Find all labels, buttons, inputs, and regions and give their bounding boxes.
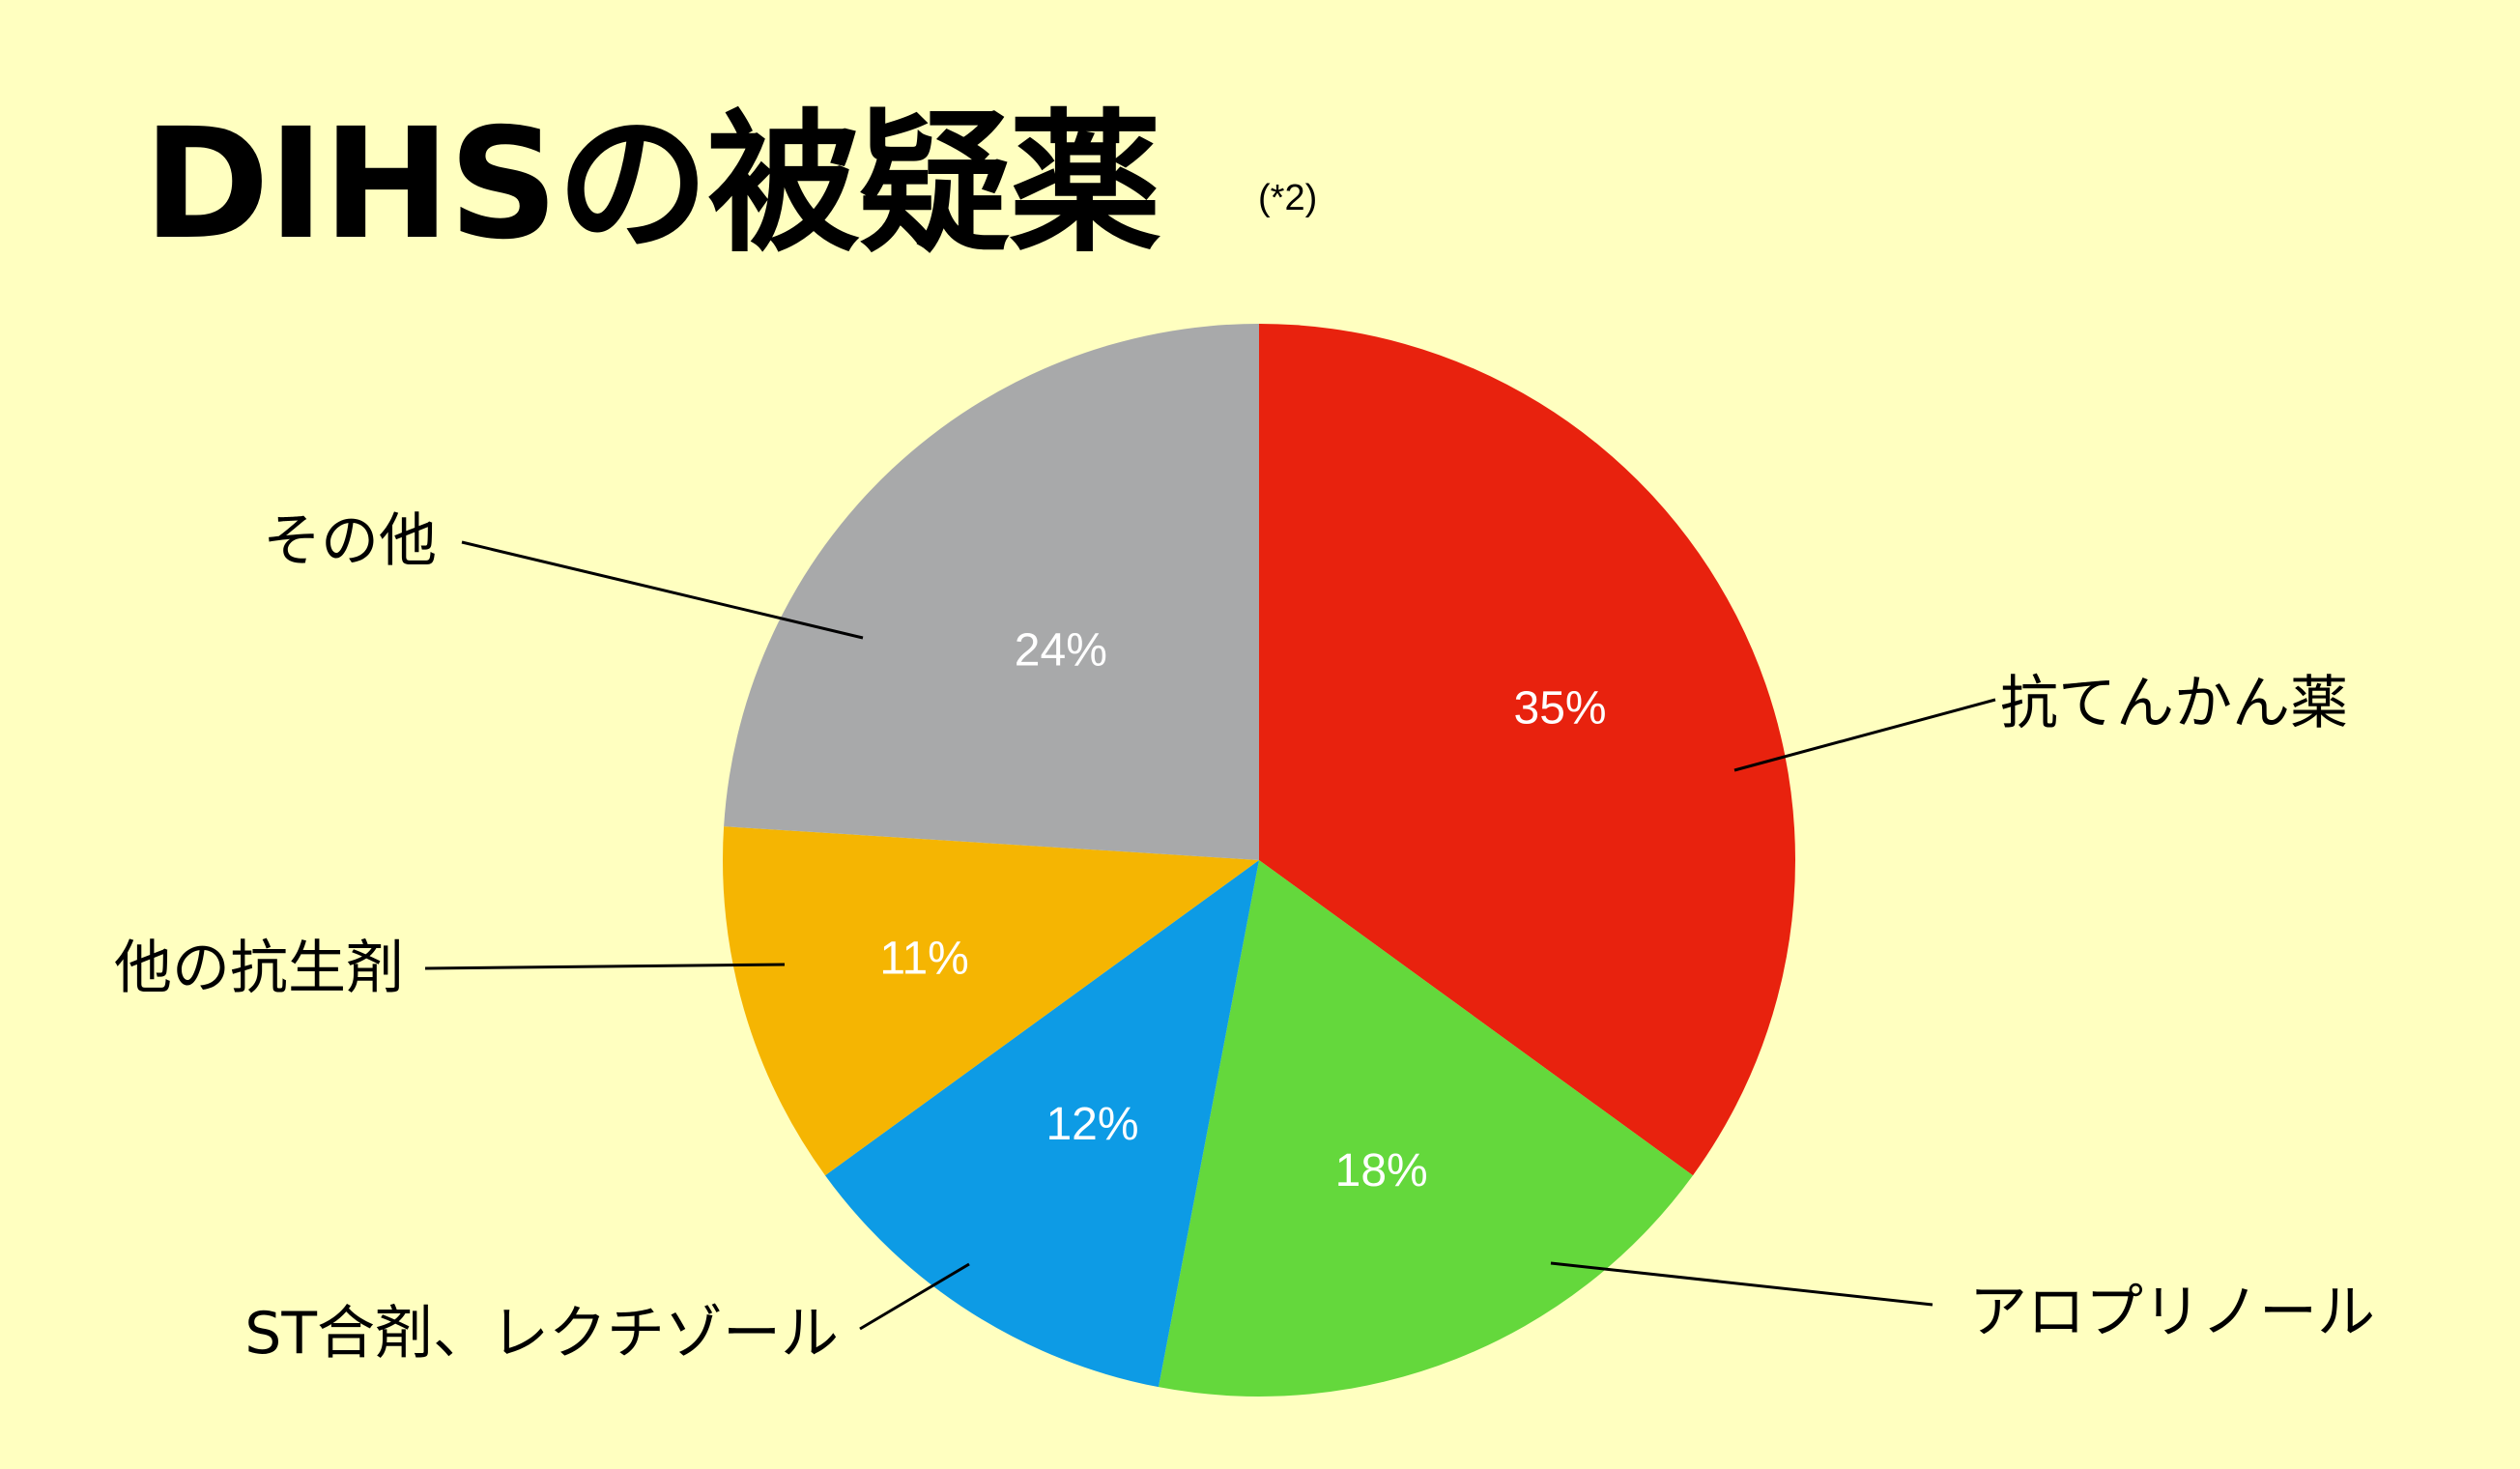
leader-line — [424, 963, 786, 970]
pie-slice — [1159, 860, 1694, 1397]
slice-category-label: 他の抗生剤 — [114, 935, 404, 1002]
footnote-reference: (*2) — [1258, 178, 1318, 218]
slice-percent-label: 18% — [1335, 1145, 1428, 1196]
leader-line — [1550, 1261, 1933, 1307]
slice-category-label: アロプリノール — [1969, 1279, 2375, 1346]
slice-category-label: ST合剤、レクチゾール — [244, 1300, 839, 1368]
slice-percent-label: 35% — [1514, 682, 1607, 734]
pie-slice — [724, 324, 1259, 860]
slice-percent-label: 24% — [1015, 625, 1107, 677]
chart-title: DIHSの被疑薬 — [143, 96, 1161, 274]
leader-line — [461, 540, 864, 640]
slice-percent-label: 11% — [879, 934, 969, 985]
slice-percent-label: 12% — [1045, 1099, 1138, 1150]
pie-slice — [1259, 324, 1795, 1176]
slice-category-label: 抗てんかん薬 — [2000, 670, 2348, 737]
slice-category-label: その他 — [263, 507, 437, 575]
leader-line — [1733, 698, 1996, 772]
pie-slice — [723, 826, 1259, 1176]
leader-line — [859, 1262, 970, 1331]
pie-slice — [824, 860, 1259, 1388]
